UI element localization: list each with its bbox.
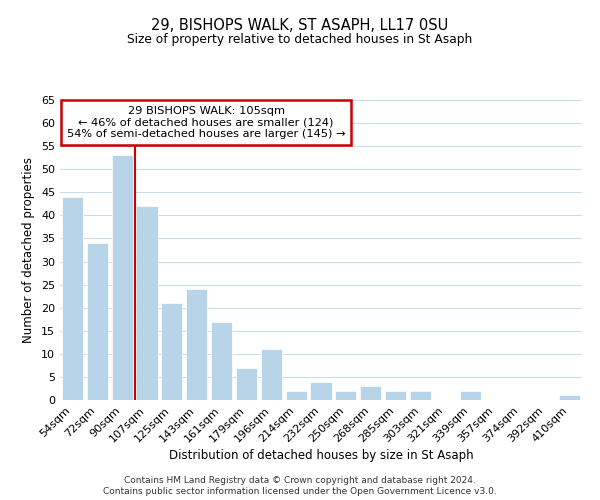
- X-axis label: Distribution of detached houses by size in St Asaph: Distribution of detached houses by size …: [169, 450, 473, 462]
- Bar: [559, 396, 580, 400]
- Bar: [112, 156, 133, 400]
- Bar: [161, 303, 182, 400]
- Bar: [460, 391, 481, 400]
- Y-axis label: Number of detached properties: Number of detached properties: [22, 157, 35, 343]
- Text: 29, BISHOPS WALK, ST ASAPH, LL17 0SU: 29, BISHOPS WALK, ST ASAPH, LL17 0SU: [151, 18, 449, 32]
- Text: 29 BISHOPS WALK: 105sqm
← 46% of detached houses are smaller (124)
54% of semi-d: 29 BISHOPS WALK: 105sqm ← 46% of detache…: [67, 106, 346, 139]
- Bar: [310, 382, 332, 400]
- Bar: [87, 243, 108, 400]
- Text: Contains HM Land Registry data © Crown copyright and database right 2024.: Contains HM Land Registry data © Crown c…: [124, 476, 476, 485]
- Bar: [236, 368, 257, 400]
- Text: Contains public sector information licensed under the Open Government Licence v3: Contains public sector information licen…: [103, 488, 497, 496]
- Bar: [335, 391, 356, 400]
- Text: Size of property relative to detached houses in St Asaph: Size of property relative to detached ho…: [127, 32, 473, 46]
- Bar: [261, 349, 282, 400]
- Bar: [211, 322, 232, 400]
- Bar: [286, 391, 307, 400]
- Bar: [410, 391, 431, 400]
- Bar: [136, 206, 158, 400]
- Bar: [360, 386, 381, 400]
- Bar: [385, 391, 406, 400]
- Bar: [62, 197, 83, 400]
- Bar: [186, 289, 207, 400]
